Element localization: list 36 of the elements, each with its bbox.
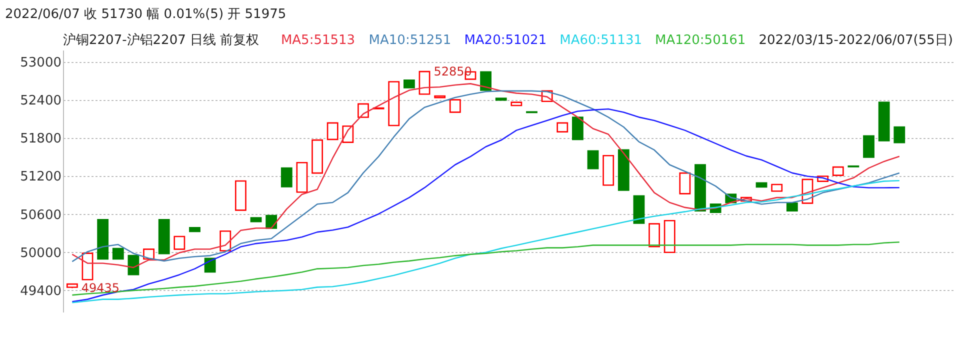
text: MA10:51251 (368, 33, 452, 48)
text: MA60:51131 (560, 33, 642, 48)
candlestick (112, 248, 124, 260)
text: MA20:51021 (464, 33, 547, 48)
candlestick (280, 167, 292, 188)
text: MA5:51513 (280, 33, 356, 48)
candlestick (572, 116, 584, 140)
candlestick (480, 71, 492, 91)
y-tick-label: 53000 (20, 56, 62, 71)
chart-title: 2022/06/07 收 51730 幅 0.01%(5) 开 51975 (5, 7, 286, 22)
text: 2022/03/15-2022/06/07(55日) (758, 33, 953, 48)
candlestick (174, 236, 186, 250)
y-tick-label: 49400 (20, 284, 62, 299)
line-series (72, 242, 900, 296)
y-tick-label: 51200 (20, 170, 62, 185)
candlestick (220, 230, 232, 252)
candlestick (587, 150, 599, 170)
y-tick-label: 50600 (20, 208, 62, 223)
candlestick (648, 223, 660, 248)
candlestick (204, 258, 216, 273)
candlestick (358, 103, 369, 118)
line-series (72, 180, 900, 304)
annotation: 49435 (81, 281, 120, 296)
candlestick (128, 254, 140, 276)
y-tick-label: 52400 (20, 94, 62, 109)
annotation: 52850 (434, 64, 472, 79)
candlestick (326, 122, 338, 140)
candlestick (863, 135, 874, 158)
candlestick (449, 99, 461, 113)
y-tick-label: 50000 (20, 246, 62, 261)
candlestick (679, 172, 691, 194)
text: MA120:50161 (655, 33, 746, 48)
y-tick-label: 51800 (20, 132, 62, 147)
candlestick (894, 126, 906, 144)
chart-subtitle: 沪铜2207-沪铝2207 日线 前复权 (63, 32, 260, 48)
line-series (72, 108, 900, 302)
